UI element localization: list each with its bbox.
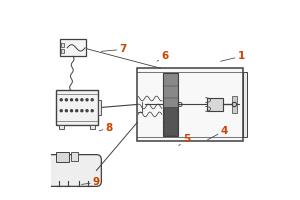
Bar: [163, 73, 178, 136]
Circle shape: [81, 99, 83, 101]
Text: 5: 5: [179, 134, 190, 146]
Bar: [60, 39, 86, 56]
Circle shape: [86, 99, 88, 101]
Bar: [61, 49, 64, 53]
Bar: [137, 68, 243, 141]
Circle shape: [81, 110, 83, 112]
Text: 8: 8: [99, 123, 113, 133]
Circle shape: [76, 110, 78, 112]
Circle shape: [65, 99, 68, 101]
Text: 4: 4: [208, 126, 228, 140]
Circle shape: [76, 99, 78, 101]
Bar: [56, 152, 69, 162]
Bar: [70, 152, 78, 161]
Bar: [59, 125, 64, 129]
Bar: [232, 96, 237, 113]
Circle shape: [91, 110, 93, 112]
Circle shape: [60, 110, 62, 112]
Bar: [243, 72, 247, 137]
Circle shape: [70, 110, 73, 112]
Circle shape: [60, 99, 62, 101]
Text: 7: 7: [101, 44, 127, 54]
Circle shape: [65, 110, 68, 112]
Bar: [56, 90, 98, 125]
Text: 9: 9: [82, 177, 100, 187]
Text: 1: 1: [220, 51, 245, 61]
Circle shape: [91, 99, 93, 101]
Circle shape: [86, 110, 88, 112]
Bar: [61, 43, 64, 47]
Bar: [207, 98, 224, 111]
Bar: [98, 100, 101, 115]
Bar: [164, 107, 177, 135]
Text: 6: 6: [157, 51, 169, 61]
FancyBboxPatch shape: [46, 155, 101, 186]
Circle shape: [70, 99, 73, 101]
Bar: [90, 125, 95, 129]
